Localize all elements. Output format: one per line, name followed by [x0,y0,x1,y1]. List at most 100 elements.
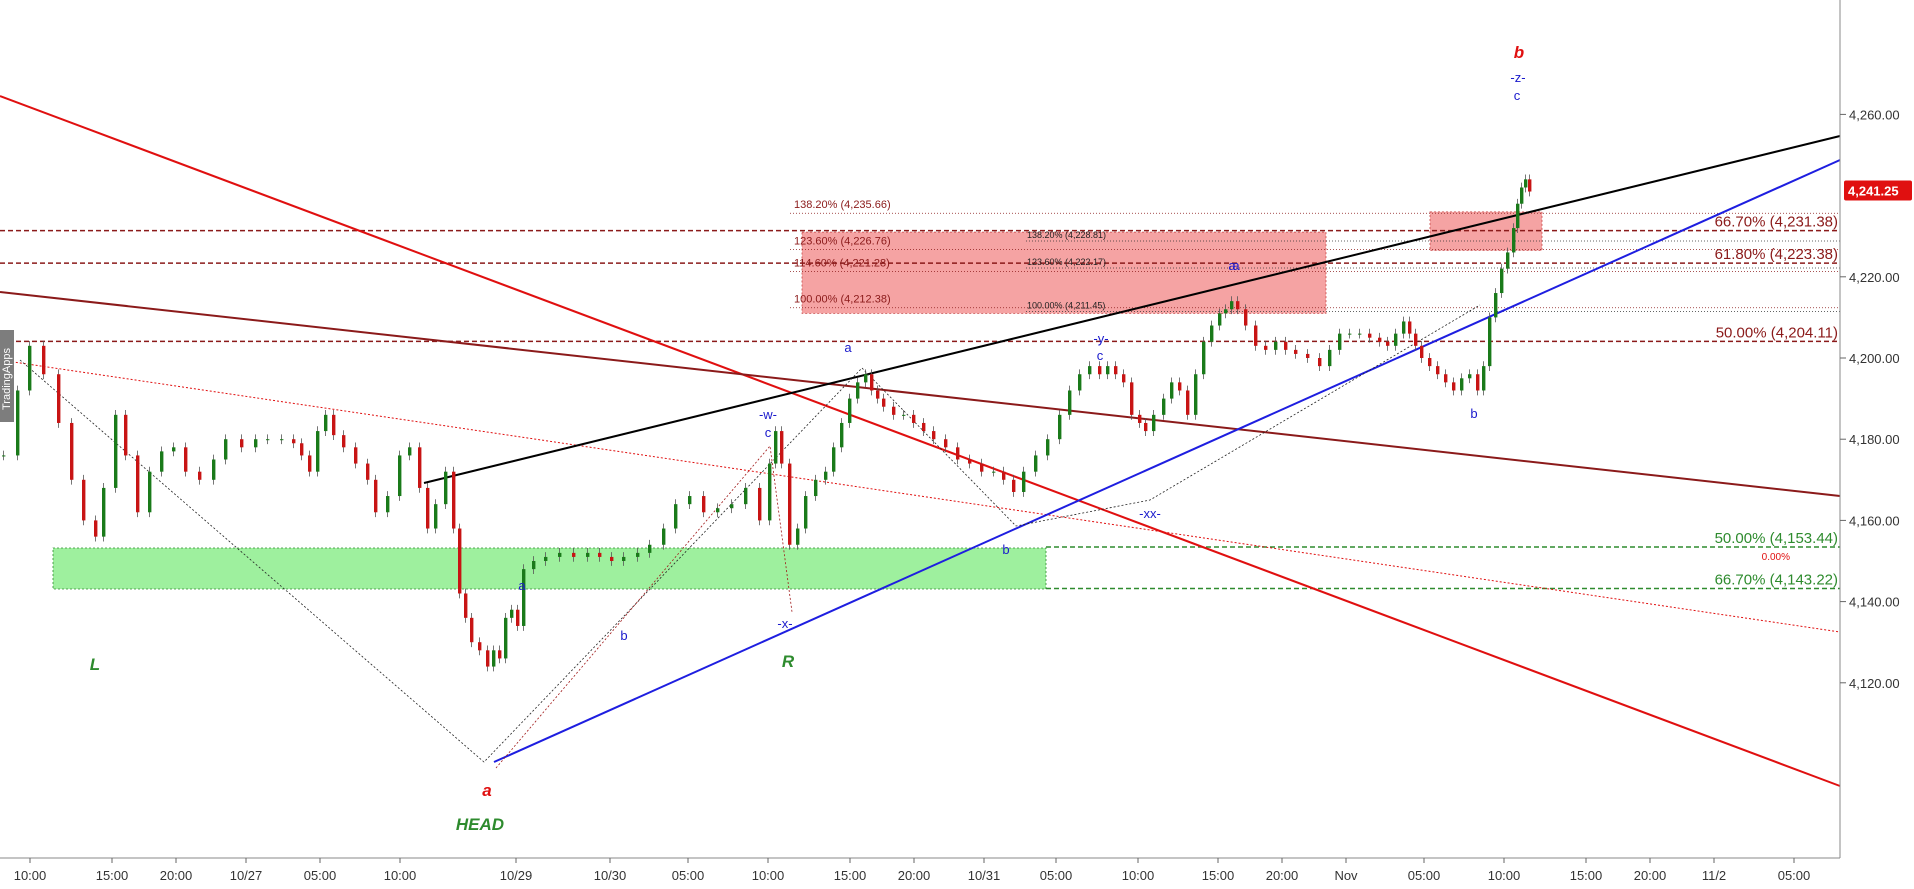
candle [1516,198,1520,233]
candle-body [1144,422,1148,432]
candle [1328,345,1332,371]
candle [688,491,692,510]
candle [774,426,778,469]
candle [1368,328,1372,343]
candle-body [1528,179,1532,192]
candle [1012,474,1016,497]
candle-body [354,447,358,464]
candle-body [674,504,678,529]
watermark-text: TradingApps [1,348,13,410]
candle [1506,247,1510,274]
candle-body [426,487,430,529]
candle [532,556,536,574]
candle-body [70,422,74,480]
y-tick-label: 4,220.00 [1849,270,1900,285]
candle-body [124,414,128,456]
x-tick-label: 05:00 [1040,868,1073,883]
wave-label: c [1514,88,1521,103]
candle-body [980,463,984,472]
candle [1452,377,1456,396]
candle [1264,340,1268,355]
wave-label: R [782,652,795,671]
candle-body [470,617,474,643]
candle-body [224,439,228,460]
candle-body [1386,341,1390,346]
candle [16,385,20,461]
candle-body [1114,366,1118,375]
candle [434,499,438,534]
candle [1274,336,1278,355]
candle-body [876,390,880,399]
candle [324,409,328,436]
candle [1358,328,1362,339]
candle-body [266,439,270,441]
candle [1244,304,1248,331]
candle-body [1516,203,1520,229]
x-tick-label: Nov [1334,868,1358,883]
candle-body [498,650,502,659]
candle [1236,296,1240,315]
candle-body [1202,341,1206,375]
candle [1210,320,1214,347]
y-tick-label: 4,180.00 [1849,432,1900,447]
candle-body [968,459,972,464]
candle-body [516,609,520,626]
candle-body [598,552,602,557]
candle-body [1488,317,1492,367]
candle [1122,369,1126,388]
candle [716,503,720,518]
candle [1524,174,1528,193]
candle [1444,369,1448,388]
candle-body [1068,390,1072,415]
watermark-tab: TradingApps [0,330,14,422]
fib-level-label: 66.70% (4,143.22) [1715,572,1838,589]
wave-label: a [844,340,852,355]
fib-level-label: 66.70% (4,231.38) [1715,214,1838,231]
candle-body [374,479,378,513]
candle-body [1098,366,1102,375]
candle-body [1274,341,1278,350]
candle [824,466,828,485]
candle [354,442,358,469]
candle [464,588,468,623]
x-tick-label: 20:00 [898,868,931,883]
candle-body [774,431,778,464]
candle [458,523,462,599]
candle-body [716,508,720,513]
wave-label: -xx- [1139,506,1161,521]
candle-body [832,447,836,472]
candle [882,393,886,412]
y-tick-label: 4,260.00 [1849,107,1900,122]
candle [1500,263,1504,298]
candle [586,548,590,562]
fib-level-label: 50.00% (4,204.11) [1716,324,1838,341]
candle [1528,174,1532,197]
candle [598,548,602,562]
candle [1460,373,1464,396]
candle [1068,385,1072,420]
x-tick-label: 20:00 [1634,868,1667,883]
candle-body [1368,333,1372,338]
candle [870,369,874,396]
fib-small2-label: 123.60% (4,222.17) [1027,257,1106,267]
candle-body [532,561,536,570]
candle-body [768,463,772,521]
candle-body [840,422,844,448]
x-tick-label: 10/31 [968,868,1001,883]
candle-body [300,443,304,456]
candle [796,523,800,550]
candle-body [342,435,346,448]
candles [2,174,1532,672]
candle [1230,296,1234,315]
candle [956,442,960,465]
fib-small2-label: 100.00% (4,211.45) [1027,301,1105,311]
x-tick-label: 10/29 [500,868,533,883]
candle [1428,353,1432,371]
candle [1414,328,1418,351]
candle [82,474,86,526]
candle-body [870,374,874,391]
candle [922,418,926,436]
x-tick-label: 10:00 [14,868,47,883]
candle [832,442,836,477]
